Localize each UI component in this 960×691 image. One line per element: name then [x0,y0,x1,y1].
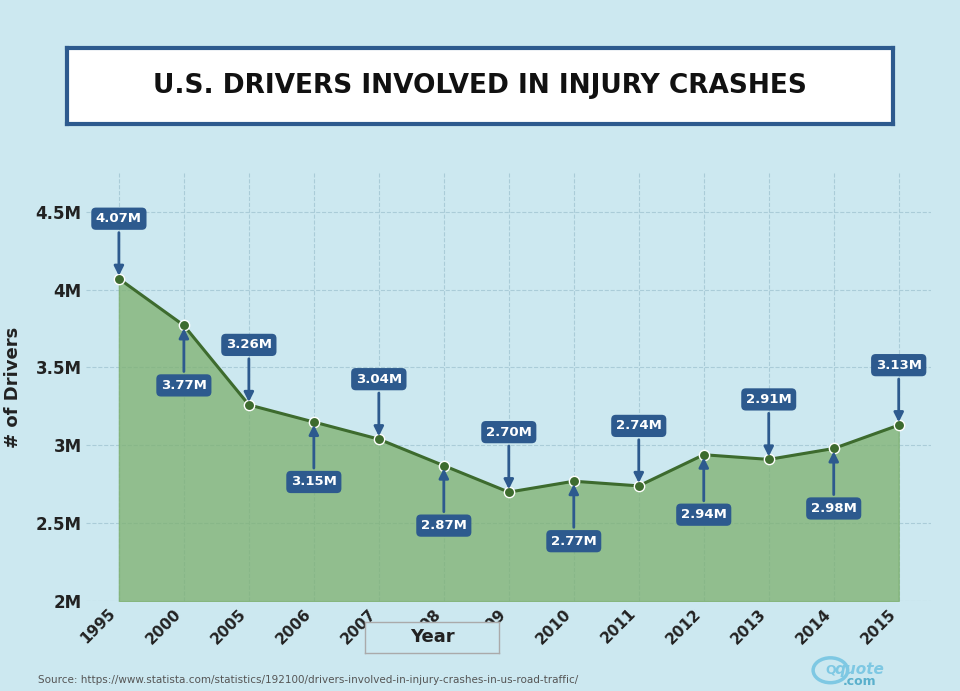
Text: Q: Q [825,664,836,676]
Text: 2.91M: 2.91M [746,393,792,453]
Point [372,434,387,445]
Text: 3.26M: 3.26M [226,339,272,399]
Text: 2.77M: 2.77M [551,487,597,548]
Point [761,454,777,465]
Text: 2.94M: 2.94M [681,461,727,521]
Point [111,273,127,284]
Text: Year: Year [410,628,454,647]
Point [241,399,256,410]
Point [436,460,451,471]
Point [891,419,906,430]
Text: 2.74M: 2.74M [615,419,661,480]
Point [501,486,516,498]
Text: 3.15M: 3.15M [291,428,337,489]
Text: Source: https://www.statista.com/statistics/192100/drivers-involved-in-injury-cr: Source: https://www.statista.com/statist… [38,674,579,685]
Text: 3.04M: 3.04M [356,372,402,433]
Point [177,320,192,331]
Text: 2.70M: 2.70M [486,426,532,486]
Text: 3.77M: 3.77M [161,331,206,392]
Point [696,449,711,460]
Text: quote: quote [834,662,884,676]
Text: 2.87M: 2.87M [420,471,467,532]
Text: 3.13M: 3.13M [876,359,922,419]
Text: U.S. DRIVERS INVOLVED IN INJURY CRASHES: U.S. DRIVERS INVOLVED IN INJURY CRASHES [153,73,807,100]
Text: 4.07M: 4.07M [96,212,142,273]
Text: .com: .com [842,676,876,688]
Point [826,443,841,454]
Y-axis label: # of Drivers: # of Drivers [4,326,22,448]
Point [566,475,582,486]
Point [306,417,322,428]
Text: 2.98M: 2.98M [811,455,856,515]
Point [631,480,646,491]
